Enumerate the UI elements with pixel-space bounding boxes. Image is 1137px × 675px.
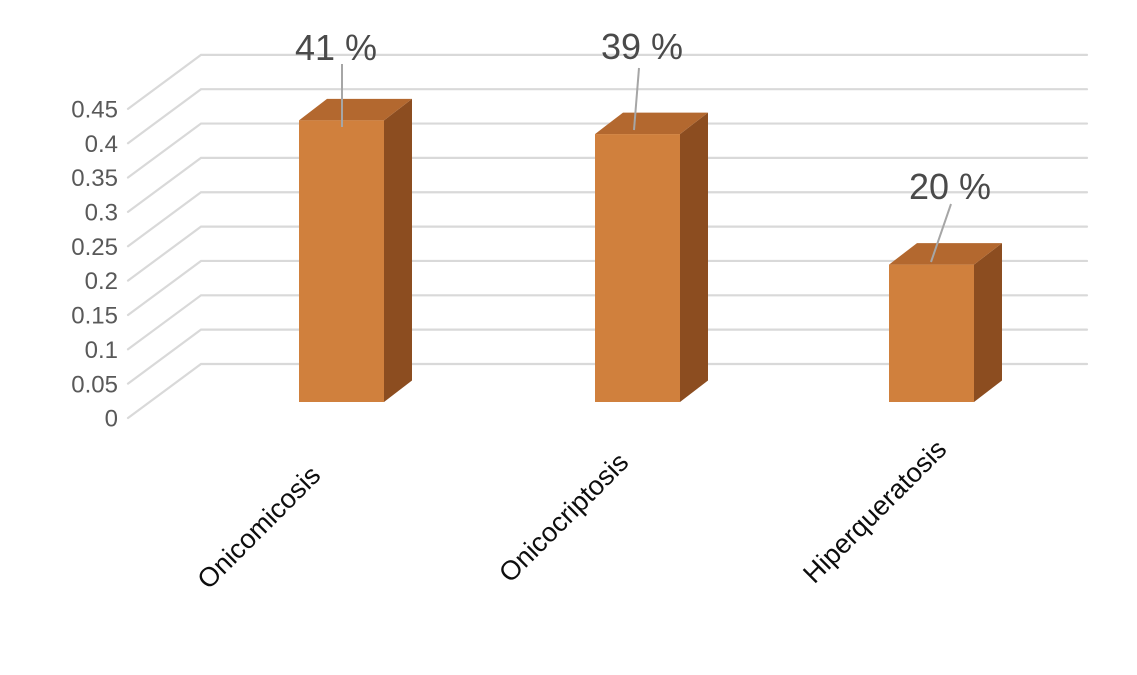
bar-onicomicosis-front-face [299, 120, 384, 402]
category-label-onicomicosis: Onicomicosis [192, 460, 327, 595]
gridline-0.35 [126, 122, 1089, 179]
gridline-0.25 [126, 191, 1089, 248]
gridline-0.1 [126, 294, 1089, 351]
gridline-0.2 [126, 225, 1089, 282]
bar-onicomicosis-side-face [384, 98, 412, 402]
data-label-onicomicosis: 41 % [295, 27, 377, 68]
category-label-onicocriptosis: Onicocriptosis [493, 447, 634, 588]
y-axis-tick-label-0.3: 0.3 [85, 200, 118, 227]
y-axis-labels-group: 0 0.05 0.1 0.15 0.2 0.25 0.3 0.35 0.4 0.45 [71, 96, 118, 432]
gridline-0.15 [126, 259, 1089, 317]
bar-onicocriptosis-front-face [595, 134, 680, 402]
gridline-0.4 [126, 88, 1089, 145]
gridline-0 [126, 362, 1089, 420]
bar-hiperqueratosis [889, 243, 1002, 402]
y-axis-tick-label-0.45: 0.45 [71, 96, 118, 123]
data-label-onicocriptosis: 39 % [601, 26, 683, 67]
bar-onicomicosis-top-face [299, 98, 412, 121]
bar-onicomicosis [299, 98, 412, 402]
category-labels-group: Onicomicosis Onicocriptosis Hiperqueratosi… [192, 434, 953, 595]
y-axis-tick-label-0.15: 0.15 [71, 303, 118, 330]
gridline-0.05 [126, 328, 1089, 385]
data-label-hiperqueratosis: 20 % [909, 166, 991, 207]
y-axis-tick-label-0: 0 [105, 406, 118, 433]
y-axis-tick-label-0.25: 0.25 [71, 234, 118, 261]
data-labels-group: 41 % 39 % 20 % [295, 26, 991, 207]
bar-hiperqueratosis-side-face [974, 243, 1002, 402]
y-axis-tick-label-0.05: 0.05 [71, 371, 118, 398]
y-axis-tick-label-0.2: 0.2 [85, 268, 118, 295]
bar-hiperqueratosis-top-face [889, 243, 1002, 265]
gridlines-group [126, 53, 1089, 420]
category-label-hiperqueratosis: Hiperqueratosis [797, 434, 952, 589]
y-axis-tick-label-0.35: 0.35 [71, 165, 118, 192]
bar-onicocriptosis-top-face [595, 112, 708, 135]
gridline-0.3 [126, 156, 1089, 213]
leader-line-hiperqueratosis [930, 203, 952, 263]
leader-line-onicocriptosis [633, 67, 640, 131]
bar-onicocriptosis-side-face [680, 112, 708, 402]
y-axis-tick-label-0.1: 0.1 [85, 337, 118, 364]
gridline-0.45 [126, 53, 1089, 110]
bar-onicocriptosis [595, 112, 708, 402]
leader-lines-group [341, 64, 952, 263]
y-axis-tick-label-0.4: 0.4 [85, 131, 118, 158]
bar-hiperqueratosis-front-face [889, 264, 974, 402]
bars-group [299, 98, 1002, 402]
